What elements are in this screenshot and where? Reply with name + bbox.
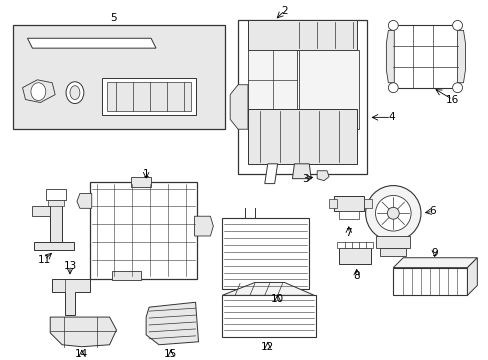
Bar bbox=[106, 82, 190, 112]
Polygon shape bbox=[194, 216, 213, 236]
Bar bbox=[50, 193, 62, 245]
Text: 14: 14 bbox=[75, 348, 88, 359]
Bar bbox=[111, 271, 141, 280]
Polygon shape bbox=[457, 30, 465, 83]
Circle shape bbox=[452, 83, 462, 93]
Polygon shape bbox=[317, 171, 328, 181]
Circle shape bbox=[375, 195, 410, 231]
Polygon shape bbox=[77, 193, 92, 208]
Bar bbox=[90, 182, 196, 279]
Polygon shape bbox=[467, 258, 476, 295]
Circle shape bbox=[387, 83, 397, 93]
Bar bbox=[32, 206, 50, 216]
Bar bbox=[247, 50, 297, 109]
Bar bbox=[392, 267, 467, 295]
Text: 1: 1 bbox=[142, 169, 149, 179]
Circle shape bbox=[365, 185, 420, 241]
Bar bbox=[376, 236, 409, 248]
Text: 3: 3 bbox=[302, 174, 308, 184]
Bar bbox=[380, 248, 406, 256]
Text: 9: 9 bbox=[430, 248, 437, 258]
Bar bbox=[247, 109, 356, 164]
Ellipse shape bbox=[70, 86, 80, 100]
Text: 13: 13 bbox=[63, 261, 77, 271]
Text: 8: 8 bbox=[353, 271, 359, 280]
Bar bbox=[222, 295, 316, 337]
Polygon shape bbox=[392, 258, 476, 267]
Text: 15: 15 bbox=[164, 348, 177, 359]
Circle shape bbox=[452, 21, 462, 30]
Circle shape bbox=[387, 21, 397, 30]
Ellipse shape bbox=[31, 83, 46, 100]
Polygon shape bbox=[222, 283, 314, 295]
Polygon shape bbox=[264, 164, 277, 184]
Polygon shape bbox=[27, 38, 156, 48]
Bar bbox=[48, 201, 64, 206]
Bar bbox=[336, 242, 372, 248]
Bar bbox=[247, 21, 356, 50]
Bar bbox=[328, 199, 336, 208]
Bar bbox=[13, 26, 225, 129]
Bar bbox=[131, 177, 151, 186]
Bar bbox=[102, 78, 195, 116]
Text: 10: 10 bbox=[270, 294, 284, 304]
Polygon shape bbox=[392, 26, 457, 88]
Polygon shape bbox=[52, 279, 90, 315]
Text: 5: 5 bbox=[110, 13, 117, 23]
Text: 7: 7 bbox=[345, 228, 351, 238]
Circle shape bbox=[386, 207, 398, 219]
Bar bbox=[299, 50, 358, 129]
Polygon shape bbox=[22, 80, 55, 103]
Bar bbox=[238, 21, 366, 174]
Text: 2: 2 bbox=[281, 6, 287, 15]
Text: 4: 4 bbox=[387, 112, 394, 122]
Bar bbox=[333, 197, 363, 211]
Polygon shape bbox=[50, 317, 116, 347]
Ellipse shape bbox=[66, 82, 83, 104]
Bar bbox=[363, 199, 371, 208]
Polygon shape bbox=[146, 302, 198, 345]
Bar bbox=[34, 242, 74, 250]
Bar bbox=[338, 211, 358, 219]
Polygon shape bbox=[292, 164, 310, 179]
Polygon shape bbox=[230, 85, 247, 129]
Text: 12: 12 bbox=[261, 342, 274, 352]
Polygon shape bbox=[386, 30, 393, 83]
Bar bbox=[338, 248, 370, 264]
Text: 6: 6 bbox=[428, 206, 435, 216]
Text: 11: 11 bbox=[38, 255, 51, 265]
Text: 16: 16 bbox=[445, 95, 458, 104]
Bar bbox=[222, 218, 308, 289]
Bar bbox=[46, 189, 66, 201]
